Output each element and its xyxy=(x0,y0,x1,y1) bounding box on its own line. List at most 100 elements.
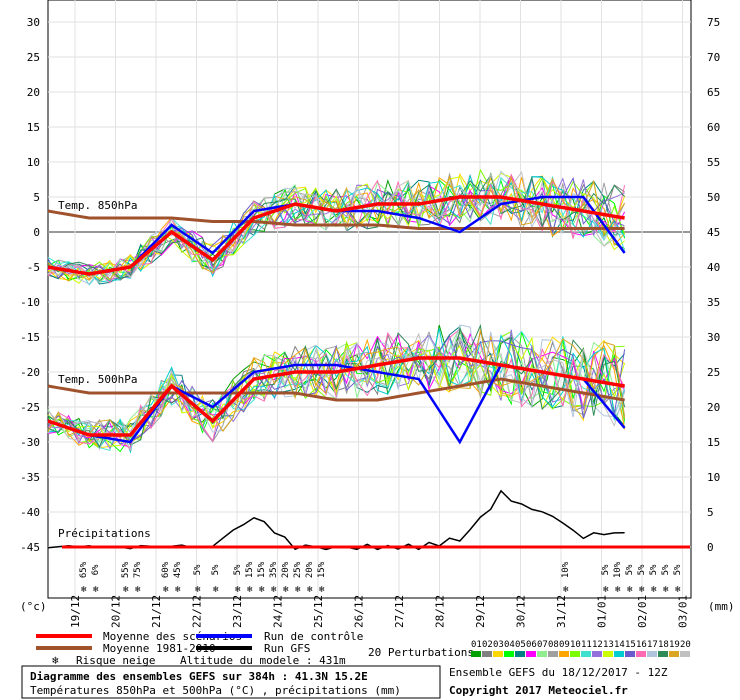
pert-swatch xyxy=(559,651,569,657)
left-axis: 30 25 20 15 10 5 0 -5 -10 -15 -20 -25 -30 -35 -40 -45 xyxy=(20,16,40,554)
snowflake-icon: ❄ xyxy=(81,585,87,595)
snow-risk-value: 10% xyxy=(561,561,571,578)
snowflake-icon: ❄ xyxy=(295,585,301,595)
pert-swatch xyxy=(548,651,558,657)
snowflake-icon: ❄ xyxy=(675,585,681,595)
snow-risk-value: 15% xyxy=(317,561,327,578)
snow-risk-value: 65% xyxy=(79,561,89,578)
pert-swatch xyxy=(614,651,624,657)
right-tick-label: 15 xyxy=(707,436,720,449)
x-tick-label: 27/12 xyxy=(393,595,406,628)
snow-risk-value: 5% xyxy=(649,564,659,575)
left-tick-label: -5 xyxy=(27,261,40,274)
snow-risk-value: 5% xyxy=(211,564,221,575)
right-tick-label: 45 xyxy=(707,226,720,239)
snow-risk-value: 6% xyxy=(91,564,101,575)
snow-risk-value: 5% xyxy=(625,564,635,575)
pert-number: 15 xyxy=(625,640,636,650)
pert-swatch xyxy=(625,651,635,657)
right-tick-label: 50 xyxy=(707,191,720,204)
pert-number: 14 xyxy=(614,640,625,650)
snowflake-icon: ❄ xyxy=(135,585,141,595)
pert-swatch xyxy=(581,651,591,657)
precip-label: Précipitations xyxy=(58,527,151,540)
snowflake-icon: ❄ xyxy=(163,585,169,595)
pert-swatch xyxy=(603,651,613,657)
t850-label: Temp. 850hPa xyxy=(58,199,137,212)
pert-swatch xyxy=(537,651,547,657)
pert-swatch xyxy=(669,651,679,657)
t500-label: Temp. 500hPa xyxy=(58,373,137,386)
pert-number: 02 xyxy=(482,640,493,650)
snow-risk-value: 5% xyxy=(673,564,683,575)
legend-control: Run de contrôle xyxy=(264,630,363,643)
pert-number: 10 xyxy=(570,640,581,650)
pert-swatch xyxy=(526,651,536,657)
right-tick-label: 10 xyxy=(707,471,720,484)
snow-risk-value: 20% xyxy=(281,561,291,578)
legend-altitude: Altitude du modele : 431m xyxy=(180,654,346,667)
snowflake-icon: ❄ xyxy=(213,585,219,595)
clim-500-line xyxy=(47,377,625,402)
pert-swatch xyxy=(482,651,492,657)
right-tick-label: 30 xyxy=(707,331,720,344)
pert-swatch xyxy=(636,651,646,657)
mean-500-line xyxy=(47,356,625,437)
snowflake-icon: ❄ xyxy=(175,585,181,595)
right-unit: (mm) xyxy=(708,600,735,613)
legend-mean: Moyenne des scénarios xyxy=(103,630,242,643)
right-tick-label: 60 xyxy=(707,121,720,134)
right-tick-label: 75 xyxy=(707,16,720,29)
footer-title: Diagramme des ensembles GEFS sur 384h : … xyxy=(30,670,368,683)
pert-number: 19 xyxy=(669,640,680,650)
snow-risk-value: 5% xyxy=(637,564,647,575)
left-tick-label: 30 xyxy=(27,16,40,29)
pert-number: 11 xyxy=(581,640,592,650)
pert-swatch xyxy=(570,651,580,657)
snow-risk-value: 10% xyxy=(613,561,623,578)
pert-number: 07 xyxy=(537,640,548,650)
pert-number: 20 xyxy=(680,640,691,650)
x-tick-label: 26/12 xyxy=(353,595,366,628)
snowflake-icon: ❄ xyxy=(615,585,621,595)
mean-850-line xyxy=(47,195,625,276)
pert-number: 05 xyxy=(515,640,526,650)
snowflake-icon: ❄ xyxy=(195,585,201,595)
pert-number: 04 xyxy=(504,640,515,650)
pert-number: 17 xyxy=(647,640,658,650)
pert-swatch xyxy=(471,651,481,657)
perturbation-500-line xyxy=(47,335,626,445)
pert-number: 08 xyxy=(548,640,559,650)
snow-risk-value: 75% xyxy=(133,561,143,578)
perturbation-500-line xyxy=(47,336,625,449)
snowflake-icon: ❄ xyxy=(603,585,609,595)
snowflake-icon: ❄ xyxy=(235,585,241,595)
snow-risk-value: 55% xyxy=(121,561,131,578)
x-tick-label: 21/12 xyxy=(150,595,163,628)
pert-swatch xyxy=(658,651,668,657)
left-tick-label: 5 xyxy=(33,191,40,204)
left-tick-label: -35 xyxy=(20,471,40,484)
pert-swatch xyxy=(592,651,602,657)
left-tick-label: -25 xyxy=(20,401,40,414)
pert-number: 03 xyxy=(493,640,504,650)
left-tick-label: -20 xyxy=(20,366,40,379)
left-unit: (°c) xyxy=(20,600,47,613)
perturbation-850-line xyxy=(47,171,625,284)
snow-risk-value: 45% xyxy=(173,561,183,578)
x-tick-label: 29/12 xyxy=(474,595,487,628)
snow-risk-value: 5% xyxy=(661,564,671,575)
snowflake-icon: ❄ xyxy=(563,585,569,595)
right-tick-label: 55 xyxy=(707,156,720,169)
pert-swatch xyxy=(504,651,514,657)
x-tick-label: 25/12 xyxy=(312,595,325,628)
pert-swatch xyxy=(515,651,525,657)
snow-risk-value: 5% xyxy=(193,564,203,575)
snow-risk-row: 65% ❄ 6% ❄ 55% ❄ 75% ❄ 60% ❄ 45% ❄ 5% ❄ 5% ❄ 5% ❄ 15% ❄ 15% ❄… xyxy=(79,561,683,595)
snow-risk-value: 25% xyxy=(293,561,303,578)
snow-risk-value: 5% xyxy=(601,564,611,575)
x-tick-label: 03/01 xyxy=(677,595,690,628)
pert-number: 01 xyxy=(471,640,482,650)
pert-number: 06 xyxy=(526,640,537,650)
